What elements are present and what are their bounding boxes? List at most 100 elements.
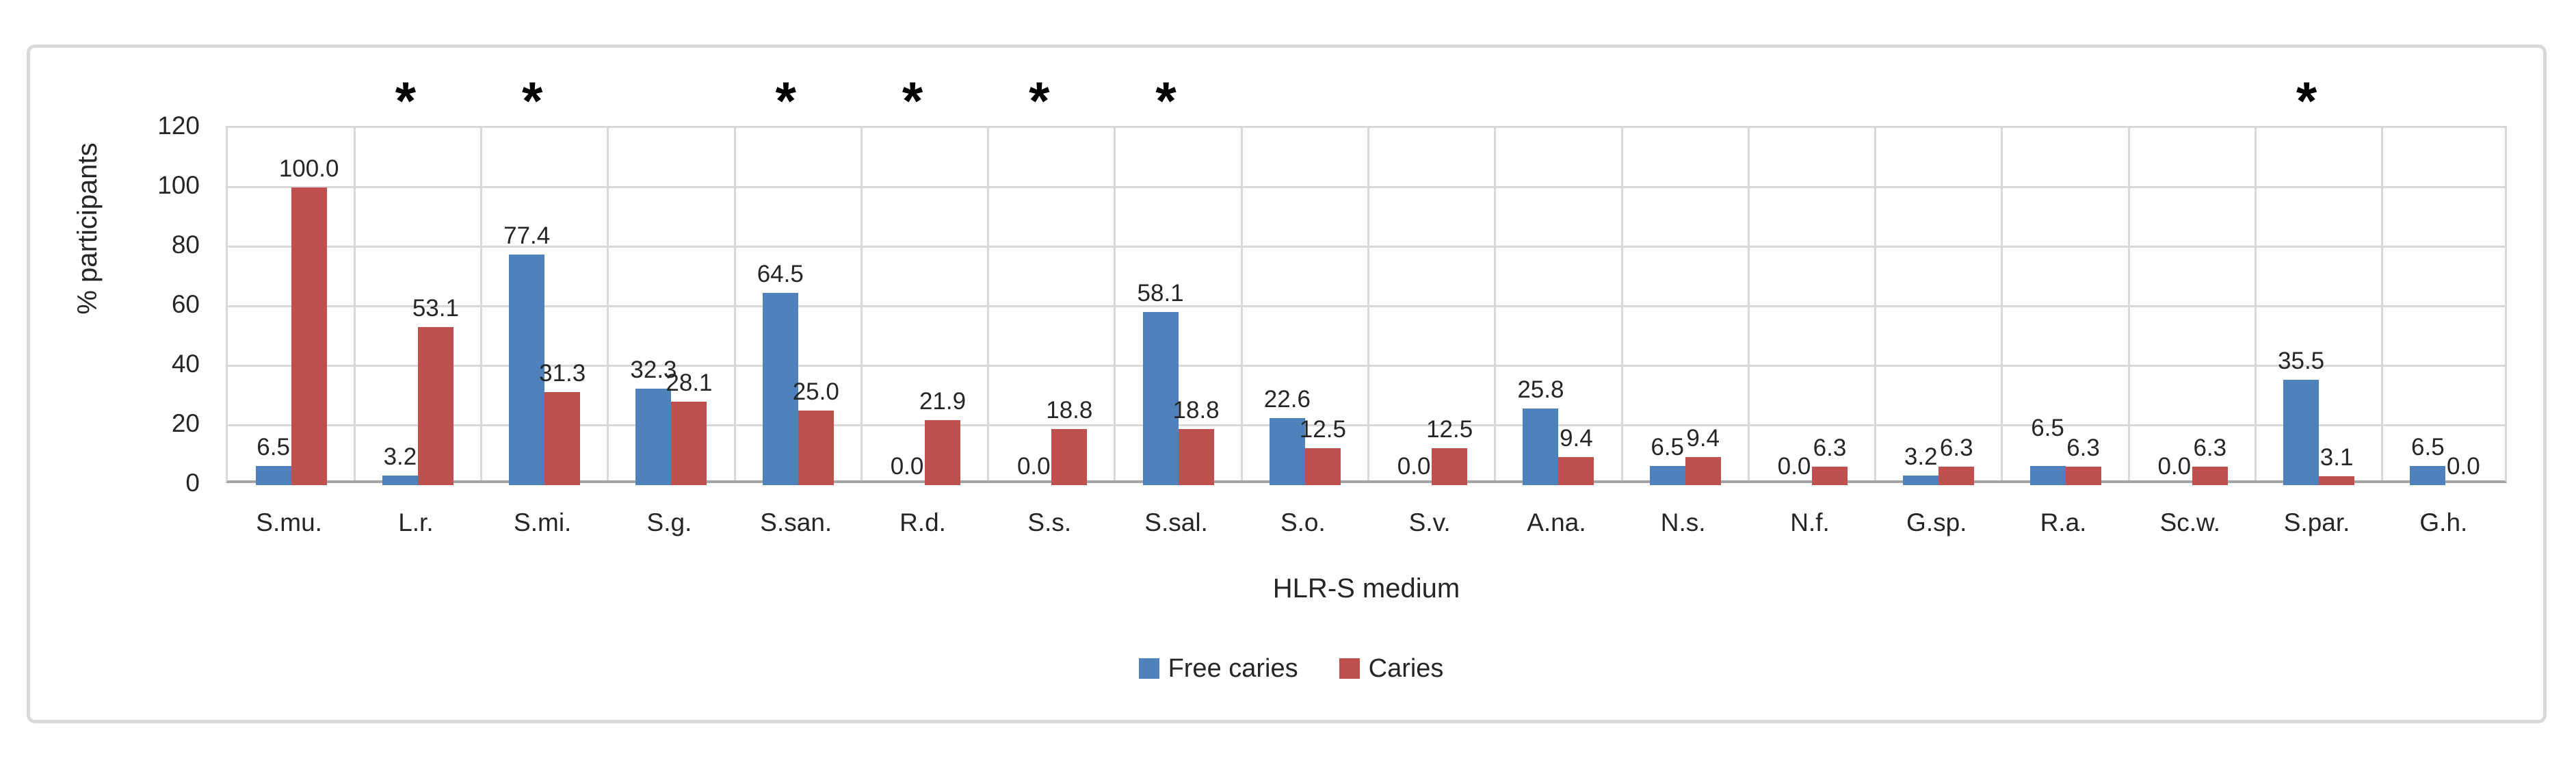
bar-caries: [1304, 448, 1341, 485]
value-label-caries: 6.3: [2066, 434, 2100, 461]
category-label: G.h.: [2419, 508, 2468, 536]
category-label: S.sal.: [1144, 508, 1208, 536]
category-label: N.s.: [1660, 508, 1706, 536]
vertical-gridline: [1747, 128, 1750, 480]
vertical-gridline: [2127, 128, 2130, 480]
value-label-free-caries: 64.5: [757, 261, 804, 288]
category-label: G.sp.: [1906, 508, 1967, 536]
bar-free-caries: [2029, 465, 2066, 485]
bar-free-caries: [2283, 379, 2319, 485]
vertical-gridline: [1114, 128, 1116, 480]
value-label-caries: 12.5: [1426, 415, 1473, 443]
y-tick-label: 20: [171, 409, 200, 437]
x-axis-title: HLR-S medium: [1272, 573, 1460, 604]
vertical-gridline: [2254, 128, 2257, 480]
legend-swatch-free-caries: [1138, 658, 1159, 679]
bar-caries: [671, 401, 707, 485]
value-label-free-caries: 0.0: [1016, 453, 1051, 480]
y-tick-label: 80: [171, 231, 200, 259]
value-label-free-caries: 0.0: [2157, 453, 2192, 480]
significance-asterisk: *: [1155, 70, 1177, 131]
category-label: R.d.: [899, 508, 946, 536]
value-label-caries: 12.5: [1299, 415, 1346, 443]
bar-caries: [1051, 429, 1088, 485]
bar-caries: [1938, 466, 1975, 485]
value-label-free-caries: 6.5: [2031, 414, 2064, 441]
category-label: S.s.: [1027, 508, 1072, 536]
vertical-gridline: [987, 128, 990, 480]
bar-caries: [925, 419, 961, 485]
y-tick-label: 40: [171, 350, 200, 378]
value-label-caries: 31.3: [539, 359, 586, 387]
bar-caries: [1432, 448, 1468, 485]
value-label-free-caries: 77.4: [503, 222, 551, 250]
value-label-free-caries: 58.1: [1137, 280, 1184, 307]
horizontal-gridline: [228, 186, 2505, 188]
value-label-caries: 28.1: [666, 369, 713, 396]
value-label-free-caries: 32.3: [630, 356, 677, 384]
bar-free-caries: [2410, 465, 2446, 485]
horizontal-gridline: [228, 424, 2505, 426]
bar-caries: [1811, 466, 1848, 485]
bar-free-caries: [1142, 312, 1179, 485]
value-label-caries: 0.0: [2447, 453, 2480, 480]
value-label-free-caries: 6.5: [2411, 433, 2445, 461]
bar-free-caries: [382, 476, 418, 485]
vertical-gridline: [860, 128, 863, 480]
value-label-free-caries: 25.8: [1517, 376, 1564, 403]
legend-item: Caries: [1339, 656, 1443, 682]
plot-area: 6.5 100.0 3.2 53.1 77.4 31.3 32.3 28.1 64.5 25.0 0…: [226, 126, 2507, 485]
vertical-gridline: [733, 128, 736, 480]
significance-asterisk: *: [1029, 70, 1050, 131]
significance-asterisk: *: [2296, 70, 2317, 131]
vertical-gridline: [1620, 128, 1623, 480]
y-tick-label: 120: [157, 112, 200, 140]
significance-asterisk: *: [395, 70, 417, 131]
bar-free-caries: [509, 255, 545, 485]
bar-caries: [1178, 429, 1214, 485]
bar-free-caries: [1649, 465, 1685, 485]
value-label-free-caries: 0.0: [1397, 453, 1431, 480]
value-label-caries: 6.3: [1813, 434, 1847, 461]
value-label-free-caries: 22.6: [1263, 385, 1311, 413]
significance-asterisk: *: [775, 70, 796, 131]
value-label-free-caries: 3.2: [383, 443, 417, 471]
value-label-caries: 18.8: [1046, 397, 1093, 424]
category-label: R.a.: [2040, 508, 2087, 536]
bar-free-caries: [1523, 408, 1559, 485]
bar-caries: [1685, 457, 1721, 485]
bar-caries: [544, 391, 581, 485]
bar-caries: [2065, 466, 2101, 485]
value-label-caries: 25.0: [792, 378, 839, 406]
value-label-free-caries: 3.2: [1904, 443, 1938, 471]
value-label-caries: 3.1: [2319, 443, 2354, 471]
vertical-gridline: [1874, 128, 1877, 480]
category-label: S.san.: [760, 508, 832, 536]
vertical-gridline: [2381, 128, 2384, 480]
bar-free-caries: [1269, 417, 1305, 485]
category-label: S.o.: [1280, 508, 1326, 536]
category-label: L.r.: [398, 508, 434, 536]
bar-free-caries: [635, 389, 672, 485]
category-label: Sc.w.: [2159, 508, 2221, 536]
value-label-caries: 21.9: [919, 387, 967, 415]
horizontal-gridline: [228, 246, 2505, 248]
significance-asterisk: *: [902, 70, 923, 131]
y-tick-label: 60: [171, 290, 200, 318]
vertical-gridline: [353, 128, 356, 480]
value-label-caries: 18.8: [1172, 397, 1220, 424]
vertical-gridline: [1494, 128, 1497, 480]
value-label-free-caries: 35.5: [2278, 347, 2325, 374]
category-label: S.par.: [2283, 508, 2350, 536]
value-label-free-caries: 6.5: [257, 433, 290, 461]
legend-item: Free caries: [1138, 656, 1298, 682]
category-label: N.f.: [1790, 508, 1830, 536]
bar-caries: [798, 411, 834, 485]
value-label-free-caries: 0.0: [890, 453, 924, 480]
vertical-gridline: [1240, 128, 1243, 480]
category-label: S.g.: [646, 508, 692, 536]
vertical-gridline: [2001, 128, 2003, 480]
bar-free-caries: [255, 465, 291, 485]
legend-swatch-caries: [1339, 658, 1360, 679]
